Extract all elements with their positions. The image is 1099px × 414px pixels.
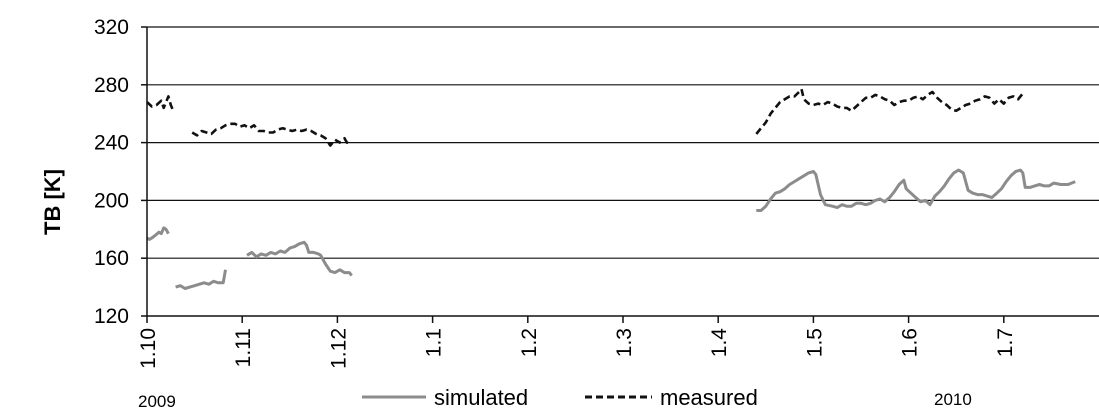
series-measured-segment-0 <box>146 95 175 112</box>
x-tick-label-3: 1.1 <box>423 328 446 357</box>
legend-label-measured: measured <box>660 385 758 410</box>
x-tick-label-5: 1.3 <box>613 328 636 357</box>
plot-area <box>146 87 1076 290</box>
y-tick-label-320: 320 <box>94 16 129 39</box>
series-measured-segment-2 <box>755 87 1024 135</box>
x-tick-label-2: 1.12 <box>327 328 350 369</box>
y-tick-label-240: 240 <box>94 132 129 155</box>
series-simulated-segment-1 <box>175 269 227 290</box>
y-tick-labels: 120 160 200 240 280 320 <box>94 16 129 328</box>
y-tick-label-160: 160 <box>94 247 129 270</box>
series-measured-segment-1 <box>191 122 353 147</box>
legend-label-simulated: simulated <box>434 385 528 410</box>
series-simulated-segment-3 <box>756 168 1076 212</box>
x-tick-label-9: 1.7 <box>994 328 1017 357</box>
series-simulated-segment-2 <box>246 240 353 277</box>
y-tick-label-280: 280 <box>94 74 129 97</box>
axes <box>141 26 1099 323</box>
year-label-2009: 2009 <box>138 392 176 411</box>
x-tick-label-8: 1.6 <box>899 328 922 357</box>
x-tick-label-4: 1.2 <box>518 328 541 357</box>
x-tick-label-7: 1.5 <box>803 328 826 357</box>
y-tick-label-200: 200 <box>94 189 129 212</box>
y-tick-label-120: 120 <box>94 305 129 328</box>
x-tick-label-1: 1.11 <box>232 328 255 367</box>
grid-lines <box>147 26 1099 259</box>
x-tick-label-0: 1.10 <box>137 328 160 369</box>
y-axis-title: TB [K] <box>40 169 65 235</box>
legend: simulated measured <box>362 385 758 410</box>
year-label-2010: 2010 <box>934 390 972 409</box>
series-simulated-segment-0 <box>146 226 170 241</box>
x-tick-label-6: 1.4 <box>708 328 731 358</box>
x-tick-labels: 1.10 1.11 1.12 1.1 1.2 1.3 1.4 1.5 1.6 1.7 <box>137 328 1017 369</box>
